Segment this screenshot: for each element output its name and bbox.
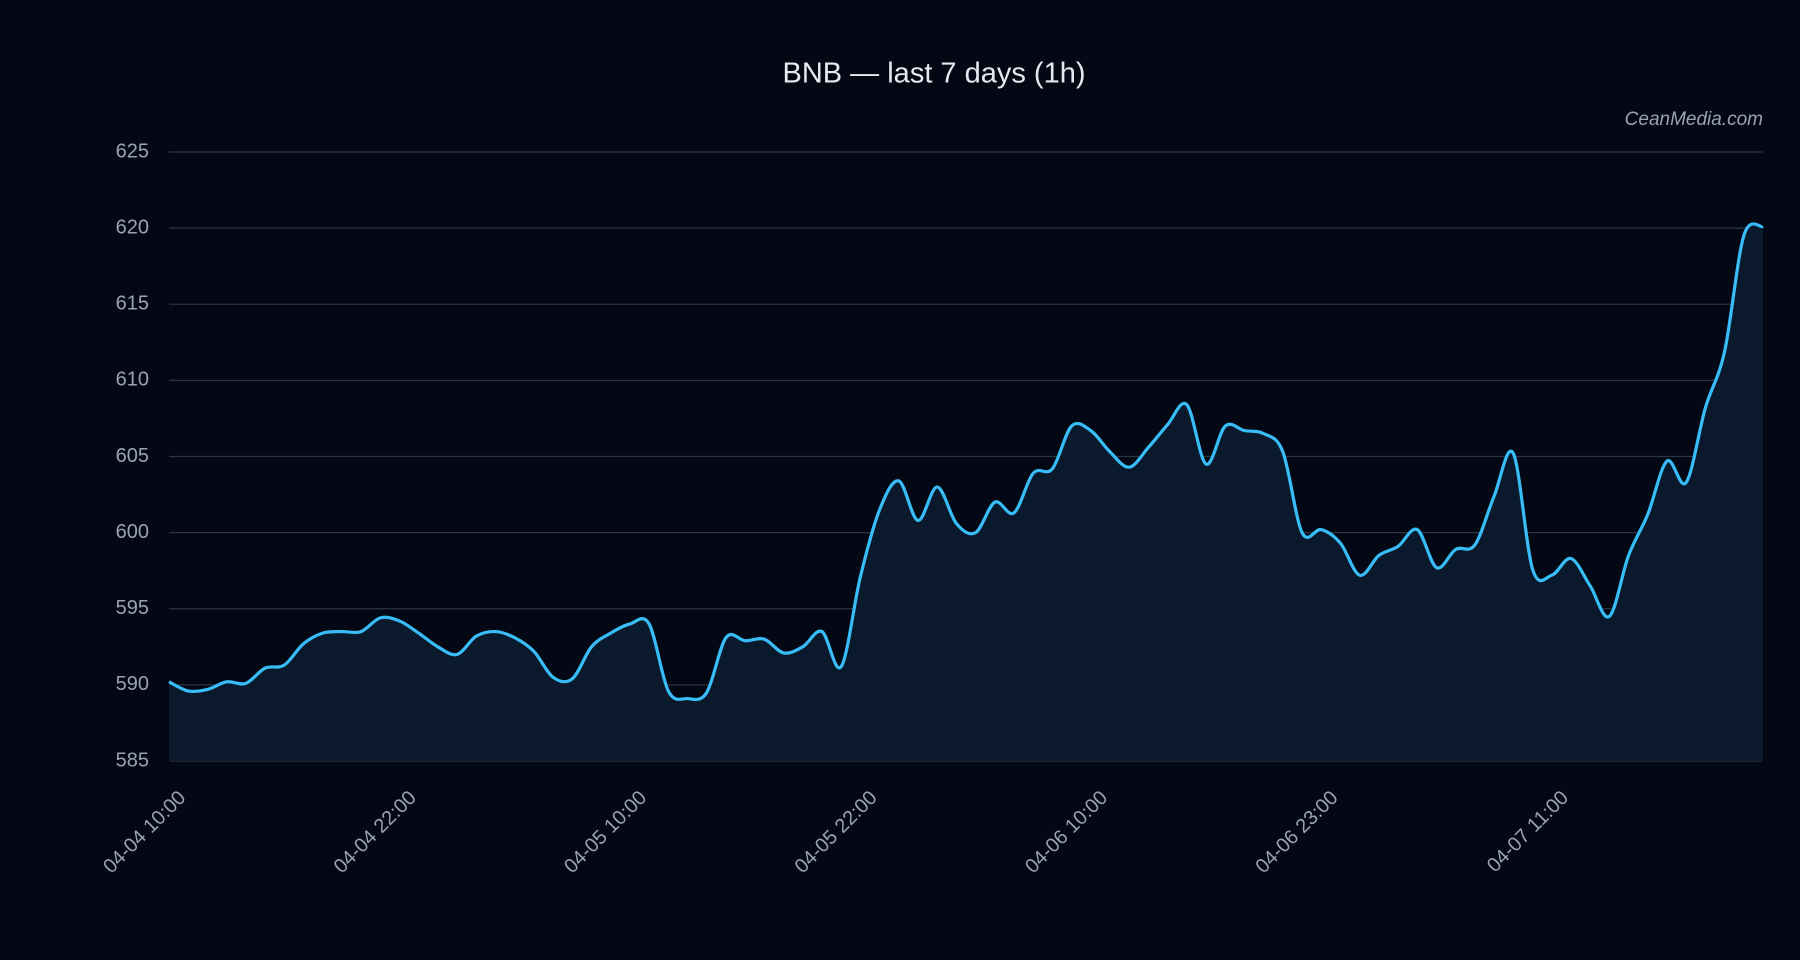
watermark: CeanMedia.com [1625, 109, 1763, 130]
chart-title: BNB — last 7 days (1h) [783, 58, 1086, 90]
y-tick-label: 625 [116, 140, 149, 162]
y-tick-label: 605 [116, 445, 149, 467]
x-tick-label: 04-04 10:00 [99, 787, 190, 878]
x-tick-label: 04-05 22:00 [791, 787, 882, 878]
x-tick-label: 04-06 10:00 [1021, 787, 1112, 878]
y-tick-label: 620 [116, 216, 149, 238]
y-tick-label: 585 [116, 749, 149, 771]
y-tick-label: 600 [116, 521, 149, 543]
x-tick-label: 04-04 22:00 [330, 787, 421, 878]
x-tick-label: 04-06 23:00 [1252, 787, 1343, 878]
y-tick-label: 595 [116, 597, 149, 619]
y-tick-label: 615 [116, 293, 149, 315]
y-tick-label: 590 [116, 673, 149, 695]
area [169, 223, 1763, 762]
x-tick-label: 04-07 11:00 [1483, 787, 1573, 877]
line [168, 222, 1764, 702]
y-tick-label: 610 [116, 369, 149, 391]
x-tick-label: 04-05 10:00 [560, 787, 651, 878]
